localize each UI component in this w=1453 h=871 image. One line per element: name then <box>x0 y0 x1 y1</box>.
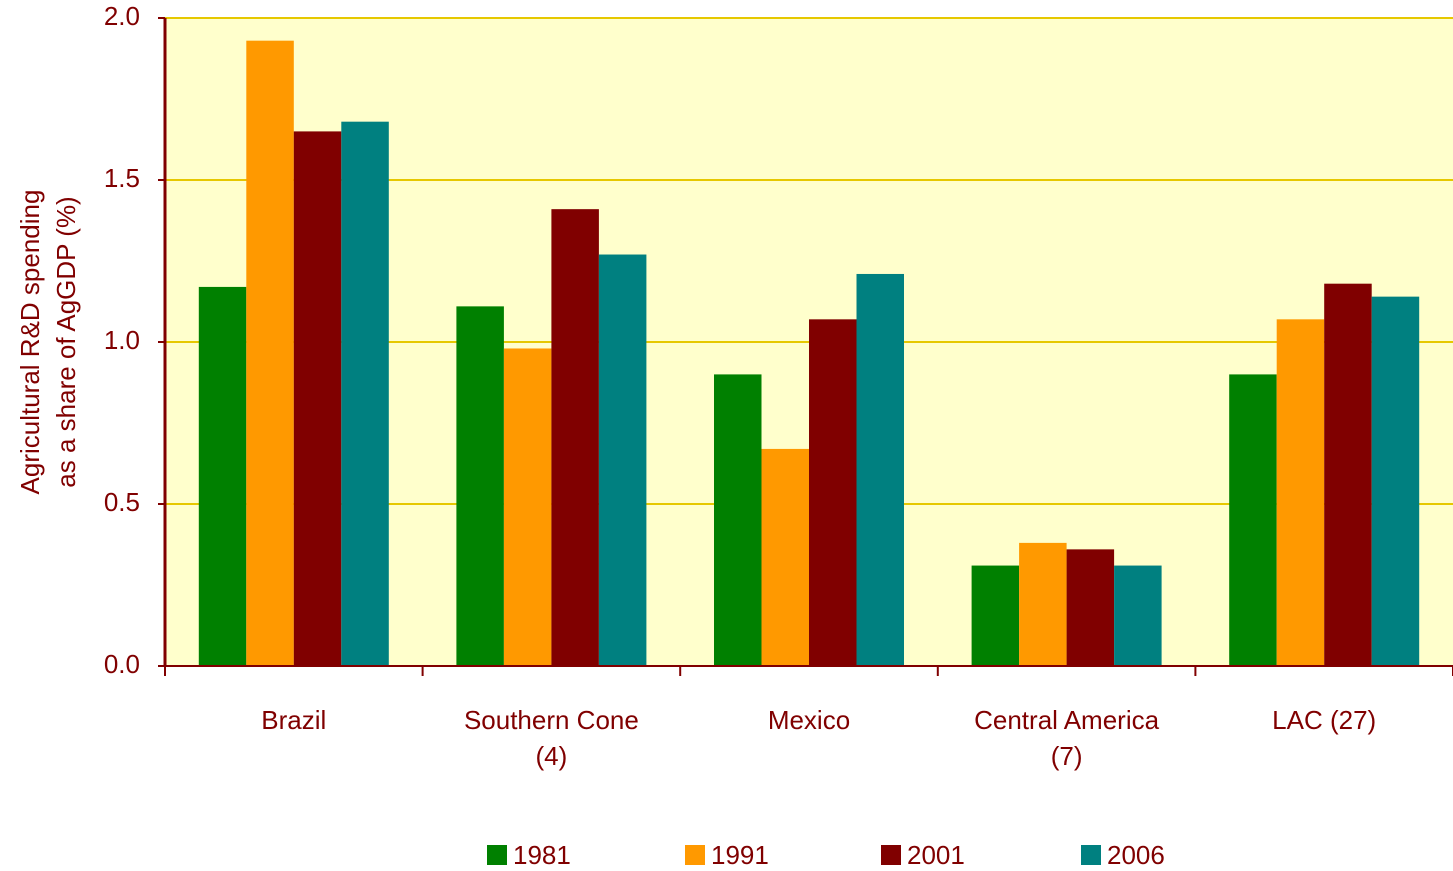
x-tick-label: Brazil <box>261 705 327 735</box>
legend-swatch <box>487 845 507 865</box>
bar <box>503 348 552 666</box>
bar <box>1229 374 1277 666</box>
bar <box>714 374 762 666</box>
bar <box>761 448 809 666</box>
legend-swatch <box>1081 845 1101 865</box>
legend-label: 2001 <box>907 840 965 870</box>
bar <box>551 209 599 666</box>
bar <box>809 319 857 666</box>
legend-label: 1981 <box>513 840 571 870</box>
y-tick-label: 0.0 <box>104 649 140 679</box>
bar <box>456 306 504 666</box>
bar <box>1066 549 1115 666</box>
y-tick-label: 2.0 <box>104 1 140 31</box>
x-tick-label: LAC (27) <box>1272 705 1377 735</box>
y-tick-label: 0.5 <box>104 487 140 517</box>
bar <box>1371 296 1420 666</box>
bar <box>341 121 389 667</box>
bar <box>856 273 904 666</box>
x-tick-label: Southern Cone (4) <box>463 705 639 771</box>
legend-swatch <box>881 845 901 865</box>
x-tick-label: Mexico <box>767 705 851 735</box>
legend-swatch <box>685 845 705 865</box>
bar <box>198 286 247 666</box>
legend-label: 1991 <box>711 840 769 870</box>
x-tick-label: Central America (7) <box>974 705 1160 771</box>
bar <box>1276 319 1325 666</box>
bar <box>1324 283 1372 666</box>
y-tick-label: 1.0 <box>104 325 140 355</box>
y-tick-label: 1.5 <box>104 163 140 193</box>
bar <box>1114 565 1162 666</box>
legend-label: 2006 <box>1107 840 1165 870</box>
y-axis-label: Agricultural R&D spending as a share of … <box>15 189 81 495</box>
bar <box>246 40 294 667</box>
bar <box>971 565 1020 666</box>
bar <box>293 131 342 666</box>
bar <box>1019 542 1067 666</box>
bar <box>598 254 647 666</box>
